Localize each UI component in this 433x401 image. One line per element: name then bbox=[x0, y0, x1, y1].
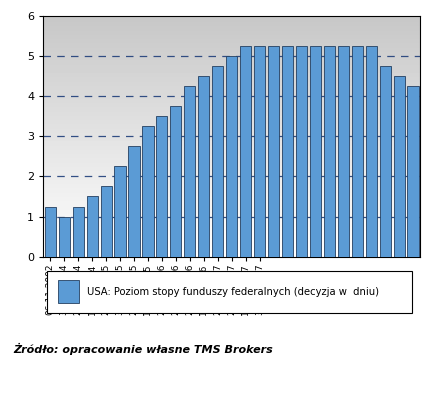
Bar bbox=[100, 186, 112, 257]
Bar bbox=[129, 146, 139, 257]
Bar bbox=[45, 207, 56, 257]
Bar bbox=[226, 56, 237, 257]
Bar bbox=[394, 76, 405, 257]
Bar bbox=[114, 166, 126, 257]
Bar bbox=[170, 106, 181, 257]
Bar bbox=[212, 66, 223, 257]
Bar bbox=[282, 46, 293, 257]
Text: Żródło: opracowanie własne TMS Brokers: Żródło: opracowanie własne TMS Brokers bbox=[13, 343, 273, 355]
Bar bbox=[58, 217, 70, 257]
FancyBboxPatch shape bbox=[47, 271, 413, 313]
Bar bbox=[184, 86, 195, 257]
Bar bbox=[156, 116, 168, 257]
Bar bbox=[296, 46, 307, 257]
Bar bbox=[380, 66, 391, 257]
Bar bbox=[87, 196, 98, 257]
Bar bbox=[352, 46, 363, 257]
Bar bbox=[254, 46, 265, 257]
Bar bbox=[142, 126, 154, 257]
Text: USA: Poziom stopy funduszy federalnych (decyzja w  dniu): USA: Poziom stopy funduszy federalnych (… bbox=[87, 287, 378, 297]
Bar bbox=[338, 46, 349, 257]
Bar bbox=[268, 46, 279, 257]
Bar bbox=[407, 86, 419, 257]
Bar bbox=[73, 207, 84, 257]
Bar bbox=[365, 46, 377, 257]
Bar bbox=[310, 46, 321, 257]
Bar bbox=[240, 46, 251, 257]
Bar bbox=[58, 280, 79, 303]
Bar bbox=[324, 46, 335, 257]
Bar bbox=[198, 76, 209, 257]
